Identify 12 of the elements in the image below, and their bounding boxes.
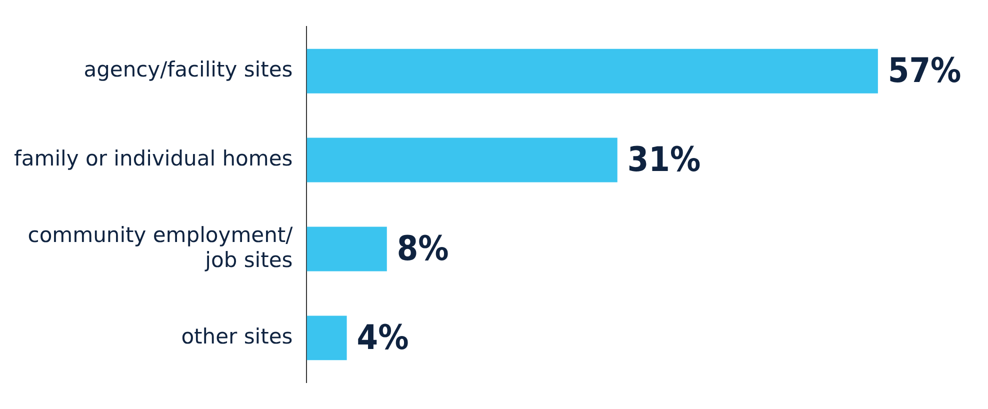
bar bbox=[306, 48, 878, 94]
y-tick-label: community employment/ job sites bbox=[28, 222, 294, 272]
bar bbox=[306, 316, 347, 360]
y-tick-label: family or individual homes bbox=[14, 146, 293, 170]
bar bbox=[306, 226, 387, 272]
data-label: 4% bbox=[356, 318, 409, 358]
data-label: 31% bbox=[627, 140, 701, 180]
data-label: 8% bbox=[396, 228, 449, 269]
y-tick-label: other sites bbox=[181, 324, 293, 348]
data-label: 57% bbox=[888, 50, 962, 91]
y-tick-label: agency/facility sites bbox=[84, 58, 293, 82]
bar bbox=[306, 138, 618, 182]
